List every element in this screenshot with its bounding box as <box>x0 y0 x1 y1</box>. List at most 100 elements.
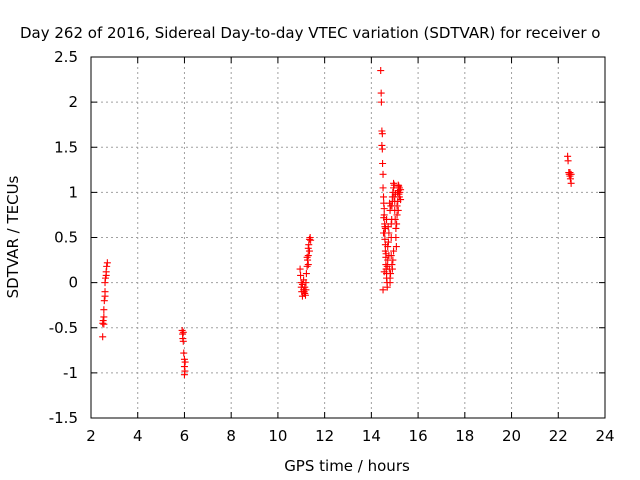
chart-title: Day 262 of 2016, Sidereal Day-to-day VTE… <box>20 24 600 42</box>
data-point <box>302 279 310 287</box>
x-tick-label: 18 <box>455 427 474 445</box>
data-point <box>391 190 399 198</box>
x-tick-label: 20 <box>502 427 521 445</box>
data-point <box>386 279 394 287</box>
data-point <box>392 224 400 232</box>
data-point <box>392 234 400 241</box>
x-tick-label: 24 <box>595 427 614 445</box>
data-point <box>101 292 109 300</box>
data-point <box>380 229 388 237</box>
data-points <box>99 67 575 379</box>
data-point <box>296 265 304 273</box>
y-axis-tick-labels: -1.5 -1 -0.5 0 0.5 1 1.5 2 2.5 <box>49 48 78 427</box>
data-point <box>566 175 574 183</box>
data-point <box>389 256 397 264</box>
data-point <box>387 202 395 210</box>
data-point <box>395 182 403 190</box>
x-axis-tick-labels: 2 4 6 8 10 12 14 16 18 20 22 24 <box>86 427 614 445</box>
x-tick-label: 2 <box>86 427 96 445</box>
data-point <box>379 184 387 192</box>
data-point <box>304 252 312 260</box>
data-point <box>567 170 575 178</box>
data-point <box>382 250 390 258</box>
data-point <box>388 261 396 269</box>
data-point <box>380 205 388 213</box>
x-tick-label: 10 <box>268 427 287 445</box>
data-point <box>297 271 305 279</box>
y-tick-label: 1.5 <box>54 138 78 156</box>
data-point <box>304 261 312 269</box>
data-point <box>377 89 385 97</box>
data-point <box>377 67 385 75</box>
data-point <box>393 211 401 219</box>
data-point <box>387 252 395 260</box>
data-point <box>394 206 402 214</box>
data-point <box>379 286 387 294</box>
data-point <box>386 206 394 214</box>
data-point <box>102 271 110 279</box>
data-point <box>100 306 108 314</box>
x-tick-label: 12 <box>315 427 334 445</box>
data-point <box>302 270 310 278</box>
data-point <box>390 181 398 189</box>
data-point <box>383 262 391 270</box>
data-point <box>181 358 189 366</box>
x-tick-label: 8 <box>226 427 236 445</box>
data-point <box>100 297 108 305</box>
y-tick-label: 0.5 <box>54 229 78 247</box>
data-point <box>179 337 187 345</box>
y-tick-label: -0.5 <box>49 319 78 337</box>
y-tick-label: 0 <box>68 274 78 292</box>
y-tick-label: -1.5 <box>49 409 78 427</box>
data-point <box>392 243 400 251</box>
data-point <box>305 235 313 243</box>
data-point <box>100 320 108 328</box>
data-point <box>391 215 399 223</box>
data-point <box>387 270 395 278</box>
y-tick-label: 1 <box>68 183 78 201</box>
data-point <box>378 145 386 153</box>
data-point <box>303 262 311 270</box>
data-point <box>179 328 187 336</box>
data-point <box>103 259 111 267</box>
x-axis-label: GPS time / hours <box>284 457 410 475</box>
data-point <box>99 317 107 325</box>
axis-ticks <box>90 56 606 419</box>
data-point <box>390 247 398 255</box>
data-point <box>380 214 388 222</box>
chart-gridlines <box>91 57 605 418</box>
data-point <box>379 159 387 167</box>
data-point <box>300 288 308 296</box>
x-tick-label: 6 <box>180 427 190 445</box>
data-point <box>307 236 315 244</box>
data-point <box>384 243 392 251</box>
data-point <box>303 253 311 261</box>
data-point <box>393 202 401 210</box>
y-tick-label: -1 <box>63 364 78 382</box>
data-point <box>378 130 386 138</box>
data-point <box>103 262 111 270</box>
data-point <box>564 157 572 165</box>
x-tick-label: 16 <box>409 427 428 445</box>
data-point <box>305 241 313 249</box>
data-point <box>377 98 385 106</box>
data-point <box>100 313 108 321</box>
data-point <box>566 169 574 177</box>
data-point <box>380 193 388 201</box>
data-point <box>381 223 389 231</box>
data-point <box>397 186 405 194</box>
data-point <box>380 268 388 276</box>
data-point <box>301 291 309 299</box>
y-tick-label: 2.5 <box>54 48 78 66</box>
data-point <box>99 333 107 341</box>
data-point <box>394 197 402 205</box>
data-point <box>393 220 401 228</box>
data-point <box>384 238 392 246</box>
data-point <box>379 170 387 178</box>
x-tick-label: 22 <box>549 427 568 445</box>
y-axis-label: SDTVAR / TECUs <box>4 175 22 298</box>
y-tick-label: 2 <box>68 93 78 111</box>
data-point <box>383 283 391 291</box>
x-tick-label: 14 <box>362 427 381 445</box>
